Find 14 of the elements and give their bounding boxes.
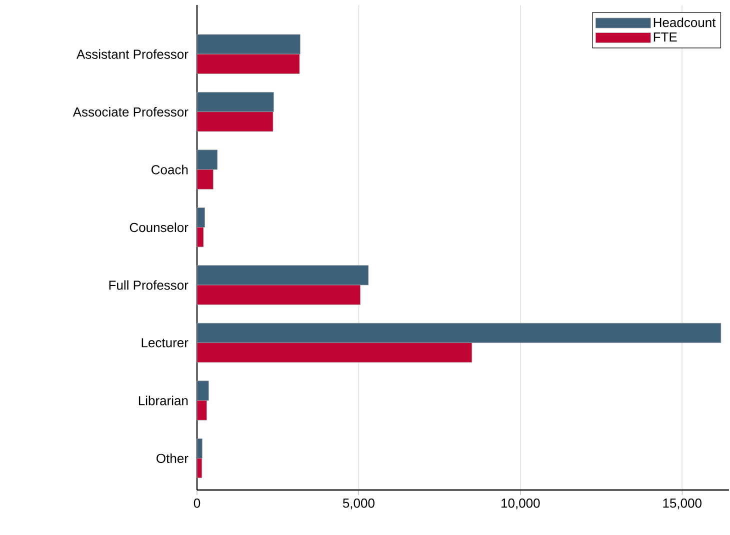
y-tick-label: Assistant Professor <box>76 49 188 59</box>
y-tick-label: Associate Professor <box>72 107 188 117</box>
y-tick-label: Other <box>156 453 188 464</box>
y-tick-label: Librarian <box>138 396 188 406</box>
legend-label: FTE <box>654 32 677 42</box>
x-tick-label: 0 <box>194 498 200 508</box>
x-tick-label: 5,000 <box>342 498 374 510</box>
y-tick-label: Full Professor <box>109 280 188 290</box>
y-tick-label: Counselor <box>130 222 188 232</box>
y-tick-label: Lecturer <box>142 338 188 348</box>
x-tick-label: 15,000 <box>663 498 702 510</box>
y-tick-label: Coach <box>152 164 188 174</box>
legend-label: Headcount <box>654 18 716 28</box>
x-tick-label: 10,000 <box>502 498 540 510</box>
